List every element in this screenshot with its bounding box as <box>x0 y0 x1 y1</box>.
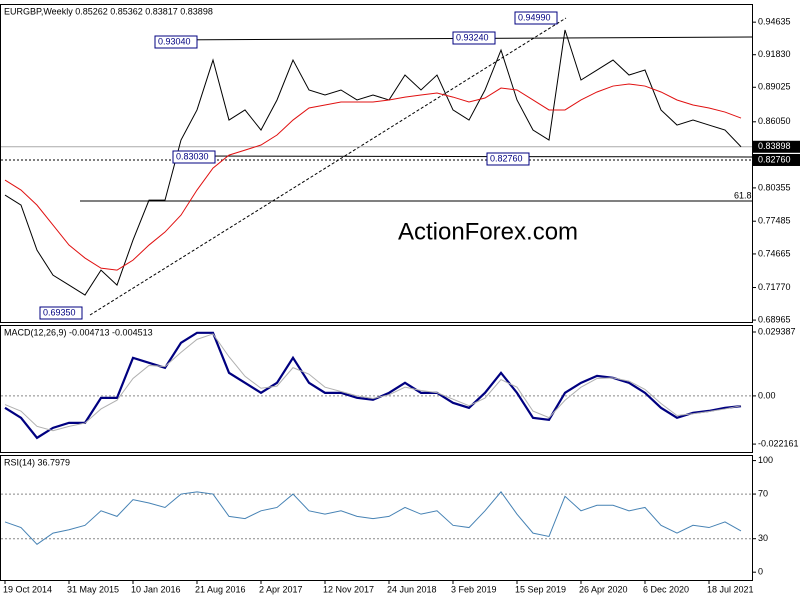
price-header: EURGBP,Weekly 0.85262 0.85362 0.83817 0.… <box>4 6 213 16</box>
x-tick-label: 21 Aug 2016 <box>195 584 246 594</box>
series-line <box>4 331 742 440</box>
annotation-box <box>486 152 530 166</box>
annotation-box <box>154 35 198 49</box>
y-tick-label: 0.029387 <box>758 326 796 336</box>
y-tick-label: 30 <box>758 533 768 543</box>
annotation-box <box>452 31 496 45</box>
annotation-box <box>172 150 216 164</box>
annotation: 61.8 <box>734 190 752 200</box>
price-panel <box>0 4 753 323</box>
y-tick-label: 0.74665 <box>758 248 791 258</box>
x-tick-label: 12 Nov 2017 <box>323 584 374 594</box>
annotation: 0.94990 <box>518 12 551 22</box>
annotation: 0.82760 <box>490 153 523 163</box>
price-marker-label: 0.82760 <box>758 154 791 164</box>
annotation: 0.83030 <box>176 151 209 161</box>
y-tick-label: 0 <box>758 567 763 577</box>
y-tick-label: 0.80355 <box>758 182 791 192</box>
x-tick-label: 24 Jun 2018 <box>387 584 437 594</box>
annotation: 0.93040 <box>158 36 191 46</box>
trend-line <box>89 17 567 316</box>
y-tick-label: 0.89025 <box>758 82 791 92</box>
series-line <box>4 29 742 296</box>
annotation-box <box>514 11 558 25</box>
y-tick-label: 70 <box>758 488 768 498</box>
annotation: 0.93240 <box>456 32 489 42</box>
rsi-header: RSI(14) 36.7979 <box>4 457 70 467</box>
macd-header: MACD(12,26,9) -0.004713 -0.004513 <box>4 327 153 337</box>
y-tick-label: 0.91830 <box>758 49 791 59</box>
support-line <box>179 155 753 158</box>
y-tick-label: 0.77485 <box>758 216 791 226</box>
x-tick-label: 15 Sep 2019 <box>515 584 566 594</box>
series-line <box>4 333 742 432</box>
y-tick-label: -0.022161 <box>758 438 799 448</box>
y-tick-label: 0.00 <box>758 390 776 400</box>
x-tick-label: 3 Feb 2019 <box>451 584 497 594</box>
x-tick-label: 31 May 2015 <box>67 584 119 594</box>
x-tick-label: 19 Oct 2014 <box>3 584 52 594</box>
x-tick-label: 10 Jan 2016 <box>131 584 181 594</box>
annotation-box <box>39 306 83 320</box>
watermark: ActionForex.com <box>398 218 578 245</box>
y-tick-label: 0.86050 <box>758 116 791 126</box>
macd-panel <box>0 325 753 453</box>
y-tick-label: 100 <box>758 455 773 465</box>
y-tick-label: 0.71770 <box>758 282 791 292</box>
price-marker <box>753 140 800 153</box>
x-tick-label: 18 Jul 2021 <box>707 584 754 594</box>
series-line <box>4 491 742 545</box>
y-tick-label: 0.68965 <box>758 314 791 324</box>
x-tick-label: 2 Apr 2017 <box>259 584 303 594</box>
y-tick-label: 0.94635 <box>758 17 791 27</box>
rsi-panel <box>0 455 753 581</box>
x-tick-label: 26 Apr 2020 <box>579 584 628 594</box>
price-marker-label: 0.83898 <box>758 141 791 151</box>
series-line <box>4 83 742 271</box>
price-marker <box>753 153 800 166</box>
annotation: 0.69350 <box>43 307 76 317</box>
x-tick-label: 6 Dec 2020 <box>643 584 689 594</box>
